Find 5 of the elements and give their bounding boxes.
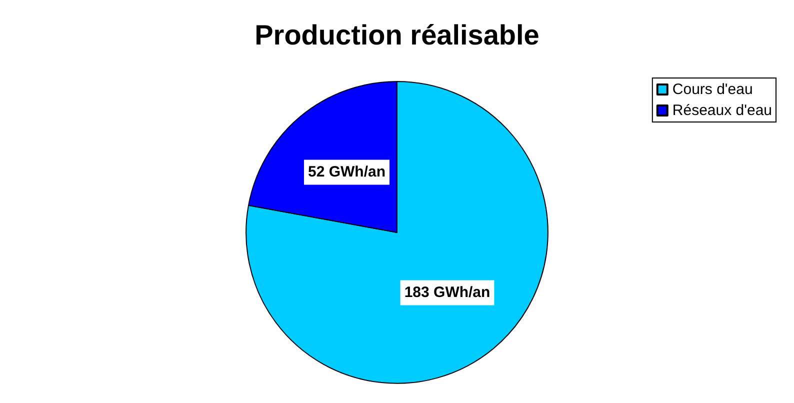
legend-label: Cours d'eau <box>672 81 753 98</box>
legend-label: Réseaux d'eau <box>672 102 772 119</box>
data-label: 52 GWh/an <box>308 164 386 181</box>
data-label: 183 GWh/an <box>404 284 490 302</box>
chart-title: Production réalisable <box>254 20 540 50</box>
